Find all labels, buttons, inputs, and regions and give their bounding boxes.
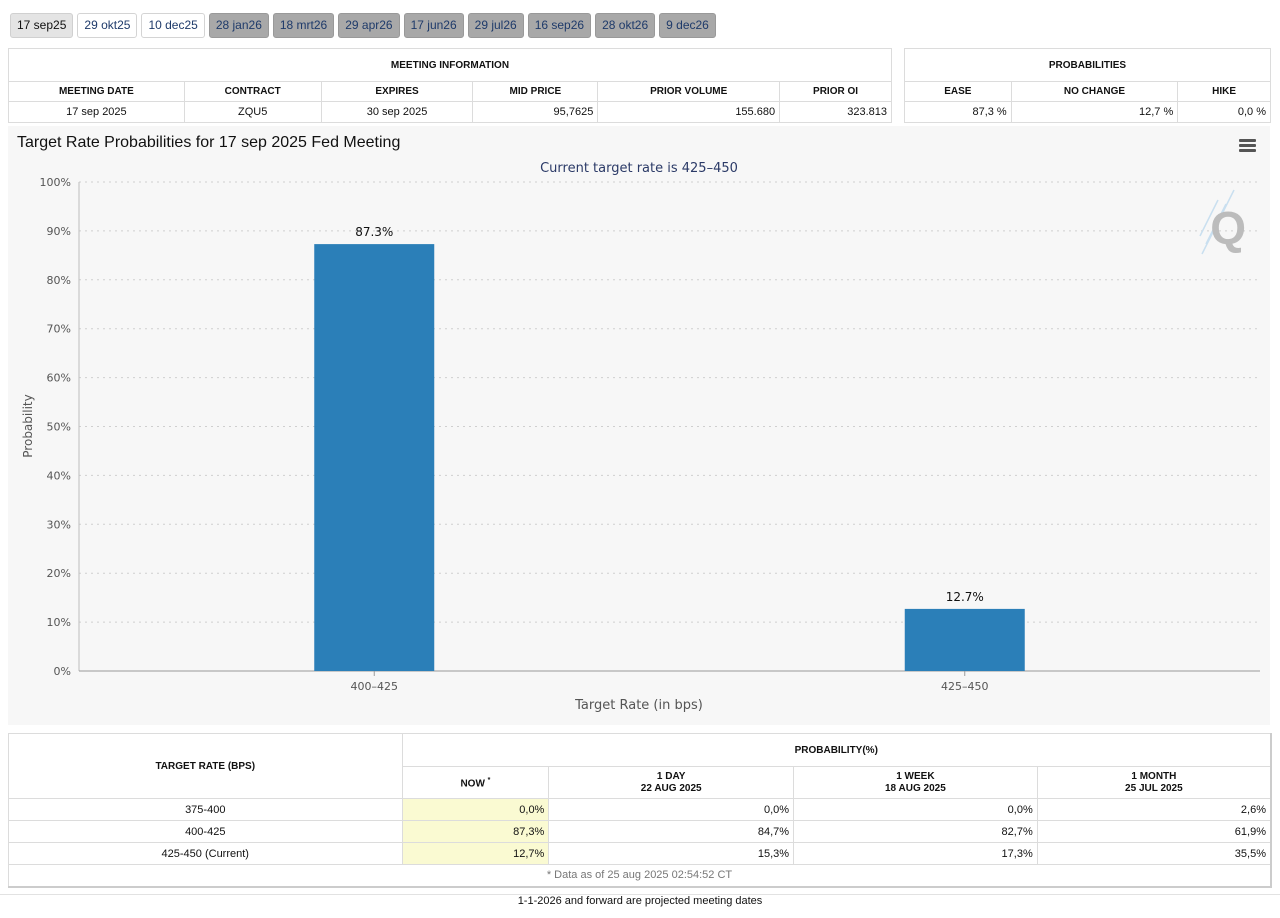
- month-cell: 35,5%: [1036, 842, 1272, 865]
- hamburger-menu-icon[interactable]: [1239, 139, 1256, 153]
- y-tick-label: 20%: [47, 567, 71, 580]
- hike-value: 0,0 %: [1177, 101, 1271, 123]
- chart-subtitle: Current target rate is 425–450: [540, 161, 738, 176]
- mid-price-value: 95,7625: [472, 101, 599, 123]
- chart-title: Target Rate Probabilities for 17 sep 202…: [17, 134, 401, 151]
- now-cell: 87,3%: [401, 820, 550, 843]
- probabilities-title: PROBABILITIES: [904, 48, 1271, 82]
- tab-16-sep26[interactable]: 16 sep26: [527, 13, 592, 38]
- header-1-month-label: 1 MONTH: [1131, 770, 1177, 782]
- probability-history-table: TARGET RATE (BPS) PROBABILITY(%) NOW * 1…: [8, 733, 1272, 888]
- month-cell: 2,6%: [1036, 798, 1272, 821]
- now-asterisk: *: [487, 776, 491, 784]
- x-axis-title: Target Rate (in bps): [574, 698, 703, 713]
- y-tick-label: 70%: [47, 323, 71, 336]
- x-tick-label: 400–425: [351, 680, 399, 693]
- rate-cell: 425-450 (Current): [8, 842, 403, 865]
- week-cell: 0,0%: [793, 798, 1038, 821]
- month-cell: 61,9%: [1036, 820, 1272, 843]
- day-cell: 0,0%: [548, 798, 795, 821]
- target-rate-chart: Q 0% 10% 20% 30% 40% 50% 60% 70% 80% 90% 100% 400–4…: [21, 161, 1260, 713]
- header-1-month: 1 MONTH 25 JUL 2025: [1036, 766, 1272, 799]
- meeting-date-tabs: 17 sep25 29 okt25 10 dec25 28 jan26 18 m…: [10, 13, 716, 38]
- svg-text:Q: Q: [1210, 202, 1246, 254]
- tab-9-dec26[interactable]: 9 dec26: [659, 13, 716, 38]
- meeting-information-table: MEETING INFORMATION MEETING DATE CONTRAC…: [8, 48, 892, 123]
- now-cell: 12,7%: [401, 842, 550, 865]
- tab-10-dec25[interactable]: 10 dec25: [141, 13, 205, 38]
- table-row: 375-400 0,0% 0,0% 0,0% 2,6%: [8, 798, 1272, 821]
- header-prior-oi: PRIOR OI: [779, 81, 892, 102]
- day-cell: 15,3%: [548, 842, 795, 865]
- projected-dates-footer: 1-1-2026 and forward are projected meeti…: [0, 894, 1280, 908]
- expires-value: 30 sep 2025: [320, 101, 474, 123]
- chart-axes: 0% 10% 20% 30% 40% 50% 60% 70% 80% 90% 100% 400–425…: [40, 176, 1260, 693]
- header-hike: HIKE: [1177, 81, 1271, 102]
- day-cell: 84,7%: [548, 820, 795, 843]
- tab-28-okt26[interactable]: 28 okt26: [595, 13, 656, 38]
- data-label: 12.7%: [946, 590, 984, 604]
- prior-volume-value: 155.680: [597, 101, 781, 123]
- header-1-week: 1 WEEK 18 AUG 2025: [793, 766, 1038, 799]
- header-ease: EASE: [904, 81, 1012, 102]
- tab-17-jun26[interactable]: 17 jun26: [403, 13, 464, 38]
- chart-panel: Q 0% 10% 20% 30% 40% 50% 60% 70% 80% 90% 100% 400–4…: [8, 126, 1270, 725]
- header-no-change: NO CHANGE: [1010, 81, 1179, 102]
- no-change-value: 12,7 %: [1010, 101, 1179, 123]
- data-timestamp-note: * Data as of 25 aug 2025 02:54:52 CT: [8, 864, 1272, 887]
- now-cell: 0,0%: [401, 798, 550, 821]
- tab-29-okt25[interactable]: 29 okt25: [77, 13, 138, 38]
- header-mid-price: MID PRICE: [472, 81, 599, 102]
- y-tick-label: 60%: [47, 372, 71, 385]
- y-tick-label: 0%: [54, 665, 71, 678]
- week-cell: 17,3%: [793, 842, 1038, 865]
- y-tick-label: 100%: [40, 176, 71, 189]
- q-logo-icon: Q: [1199, 189, 1246, 255]
- tab-29-apr26[interactable]: 29 apr26: [338, 13, 400, 38]
- prior-oi-value: 323.813: [779, 101, 892, 123]
- header-now: NOW *: [401, 766, 550, 799]
- tab-17-sep25[interactable]: 17 sep25: [10, 13, 74, 38]
- ease-value: 87,3 %: [904, 101, 1012, 123]
- meeting-information-title: MEETING INFORMATION: [8, 48, 892, 82]
- rate-cell: 375-400: [8, 798, 403, 821]
- header-1-week-date: 18 AUG 2025: [885, 782, 946, 794]
- y-tick-label: 40%: [47, 469, 71, 482]
- y-tick-label: 50%: [47, 421, 71, 434]
- x-tick-label: 425–450: [941, 680, 989, 693]
- chart-gridlines: [79, 181, 1260, 623]
- tab-18-mrt26[interactable]: 18 mrt26: [272, 13, 335, 38]
- week-cell: 82,7%: [793, 820, 1038, 843]
- rate-cell: 400-425: [8, 820, 403, 843]
- header-meeting-date: MEETING DATE: [8, 81, 185, 102]
- y-tick-label: 30%: [47, 518, 71, 531]
- bar-425–450[interactable]: [904, 608, 1025, 671]
- header-probability: PROBABILITY(%): [401, 733, 1272, 767]
- contract-value: ZQU5: [183, 101, 322, 123]
- data-label: 87.3%: [355, 225, 393, 239]
- header-now-label: NOW: [460, 778, 485, 790]
- header-1-week-label: 1 WEEK: [896, 770, 935, 782]
- bar-400–425[interactable]: [314, 244, 435, 671]
- chart-bars: 87.3% 12.7%: [314, 225, 1025, 671]
- y-tick-label: 10%: [47, 616, 71, 629]
- meeting-date-value: 17 sep 2025: [8, 101, 185, 123]
- probabilities-table: PROBABILITIES EASE NO CHANGE HIKE 87,3 %…: [904, 48, 1271, 123]
- table-row: 400-425 87,3% 84,7% 82,7% 61,9%: [8, 820, 1272, 843]
- y-axis-title: Probability: [21, 394, 35, 457]
- tab-29-jul26[interactable]: 29 jul26: [467, 13, 524, 38]
- y-tick-label: 90%: [47, 225, 71, 238]
- header-prior-volume: PRIOR VOLUME: [597, 81, 781, 102]
- header-target-rate: TARGET RATE (BPS): [8, 733, 403, 799]
- header-1-day-label: 1 DAY: [656, 770, 686, 782]
- header-expires: EXPIRES: [320, 81, 474, 102]
- header-1-day: 1 DAY 22 AUG 2025: [548, 766, 795, 799]
- y-tick-label: 80%: [47, 274, 71, 287]
- tab-28-jan26[interactable]: 28 jan26: [208, 13, 269, 38]
- header-1-month-date: 25 JUL 2025: [1125, 782, 1183, 794]
- header-contract: CONTRACT: [183, 81, 322, 102]
- table-row: 425-450 (Current) 12,7% 15,3% 17,3% 35,5…: [8, 842, 1272, 865]
- header-1-day-date: 22 AUG 2025: [640, 782, 702, 794]
